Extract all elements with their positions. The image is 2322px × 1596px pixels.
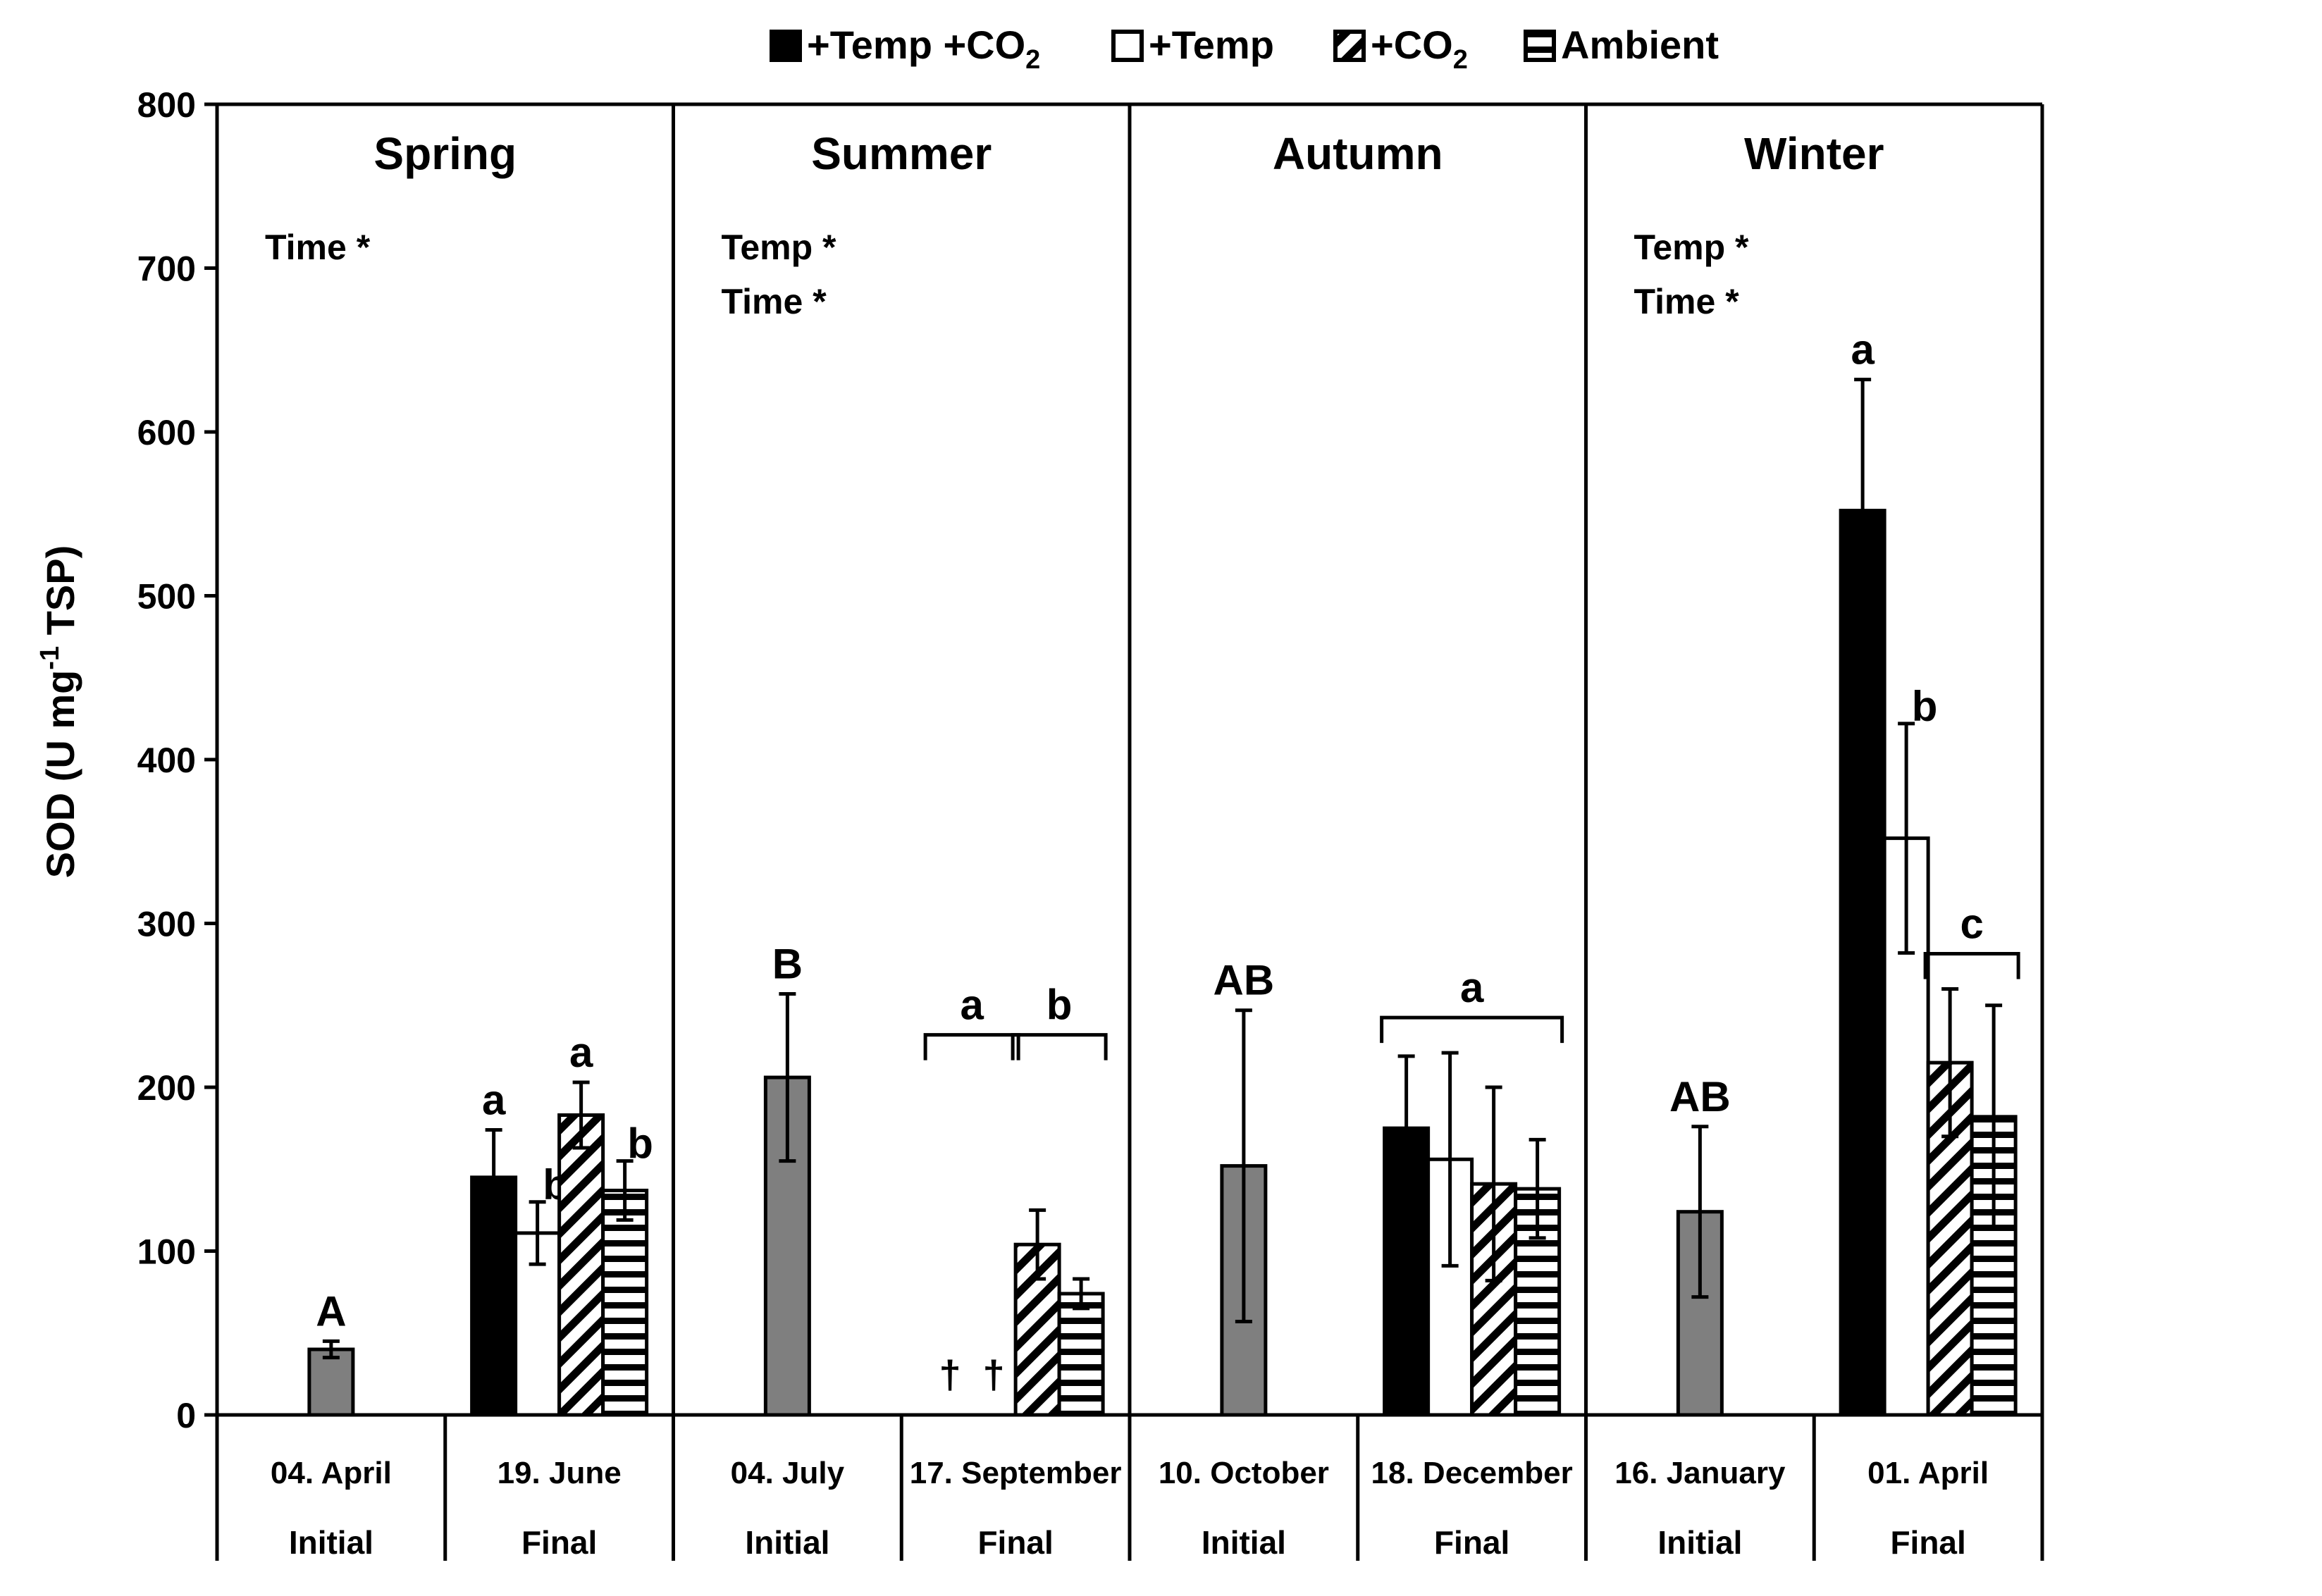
category-phase-label: Initial (1202, 1524, 1286, 1561)
y-tick-label: 400 (137, 741, 196, 780)
group-final: a b c (1812, 326, 2020, 1561)
bracket-significance-label: b (1046, 982, 1073, 1029)
category-phase-label: Final (1890, 1524, 1965, 1561)
significance-label: B (772, 940, 803, 987)
bar-initial (307, 1347, 355, 1417)
legend-swatch-c (1333, 30, 1366, 62)
season-title: Spring (373, 128, 517, 179)
legend-label-a: Ambient (1561, 23, 1719, 67)
significance-bracket (1380, 1015, 1564, 1044)
bracket-significance-label: c (1960, 901, 1983, 948)
y-axis-label-text: SOD (U mg (38, 670, 82, 879)
season-title: Summer (811, 128, 992, 179)
category-date-label: 17. September (910, 1456, 1122, 1490)
category-date-label: 10. October (1159, 1456, 1329, 1490)
legend-item-t: +Temp (1111, 23, 1274, 67)
y-tick-label: 300 (137, 905, 196, 944)
group-final: † † a b (899, 982, 1108, 1561)
category-date-label: 04. April (271, 1456, 392, 1490)
category-date-label: 01. April (1867, 1456, 1989, 1490)
y-tick-label: 800 (137, 85, 196, 125)
missing-data-dagger: † (939, 1352, 961, 1397)
category-phase-label: Final (521, 1524, 597, 1561)
group-initial: A (307, 1287, 355, 1417)
category-phase-label: Initial (1657, 1524, 1742, 1561)
bracket-significance-label: a (960, 982, 984, 1029)
legend-swatch-t (1111, 30, 1144, 62)
y-tick-label: 0 (176, 1396, 196, 1435)
significance-bracket (1011, 1033, 1108, 1060)
y-axis-label-end: TSP) (38, 545, 82, 646)
stat-annotation: Temp * (722, 228, 837, 267)
stat-annotation: Temp * (1634, 228, 1750, 267)
category-phase-label: Final (1434, 1524, 1509, 1561)
legend-item-a: Ambient (1524, 23, 1719, 67)
bar-tc (1839, 509, 1886, 1417)
significance-label: b (1912, 683, 1938, 730)
legend-item-tc: +Temp +CO2 (770, 23, 1040, 75)
significance-label: AB (1669, 1073, 1731, 1120)
y-axis-label-superscript: -1 (35, 646, 65, 670)
season-title: Winter (1744, 128, 1884, 179)
group-initial: AB (1669, 1073, 1731, 1417)
season-title: Autumn (1273, 128, 1443, 179)
category-date-label: 16. January (1614, 1456, 1786, 1490)
bracket-significance-label: a (1460, 964, 1484, 1011)
bar-a (601, 1188, 649, 1417)
missing-data-dagger: † (983, 1352, 1005, 1397)
season-panel-summer: Summer Temp * Time * B † † a b (672, 104, 1108, 1561)
category-date-label: 04. July (731, 1456, 845, 1490)
legend: +Temp +CO2 +Temp +CO2 Ambient (770, 23, 1719, 75)
group-initial: B (763, 940, 811, 1417)
x-axis-categories: 04. April Initial 19. June Final 04. July Ini… (271, 1456, 1989, 1561)
y-tick-label: 500 (137, 577, 196, 617)
category-date-label: 18. December (1371, 1456, 1573, 1490)
group-final: a (1356, 964, 1564, 1561)
legend-label-tc: +Temp +CO2 (807, 23, 1040, 75)
legend-swatch-tc (770, 30, 802, 62)
significance-bracket (1923, 952, 2020, 979)
y-tick-label: 100 (137, 1232, 196, 1272)
category-phase-label: Final (977, 1524, 1053, 1561)
y-tick-label: 600 (137, 413, 196, 452)
y-tick-label: 200 (137, 1068, 196, 1108)
significance-label: a (1851, 326, 1875, 373)
y-tick-label: 700 (137, 249, 196, 289)
significance-bracket (923, 1033, 1020, 1060)
stat-annotation: Time * (265, 228, 371, 267)
season-panel-winter: Winter Temp * Time * AB a b c (1584, 104, 2020, 1561)
legend-swatch-a (1524, 30, 1556, 62)
significance-label: A (316, 1287, 346, 1335)
group-initial: AB (1214, 957, 1275, 1417)
season-panel-autumn: Autumn AB a (1128, 104, 1564, 1561)
significance-label: a (569, 1029, 593, 1076)
category-date-label: 19. June (498, 1456, 622, 1490)
legend-label-c: +CO2 (1371, 23, 1468, 75)
y-axis-label: SOD (U mg-1 TSP) (35, 545, 82, 878)
stat-annotation: Time * (1634, 282, 1740, 321)
bar-c (557, 1113, 605, 1417)
bar-a (1057, 1292, 1105, 1417)
category-phase-label: Initial (745, 1524, 829, 1561)
significance-label: a (482, 1076, 506, 1123)
legend-label-t: +Temp (1149, 23, 1274, 67)
category-phase-label: Initial (289, 1524, 373, 1561)
significance-label: AB (1214, 957, 1275, 1004)
stat-annotation: Time * (722, 282, 827, 321)
significance-label: b (627, 1120, 653, 1168)
legend-item-c: +CO2 (1333, 23, 1468, 75)
